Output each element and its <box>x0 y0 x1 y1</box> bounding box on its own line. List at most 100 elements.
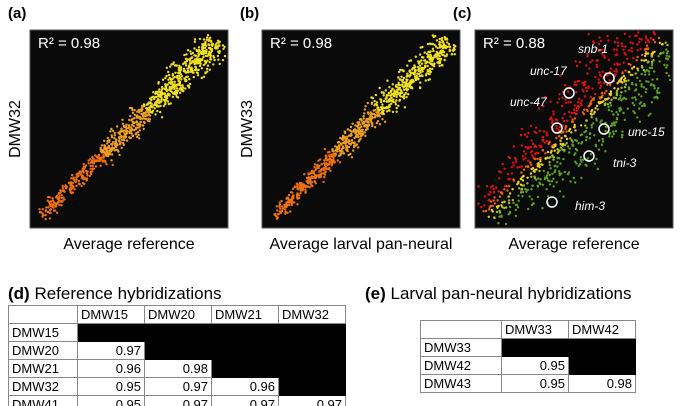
dot <box>191 51 195 55</box>
dot <box>135 135 139 139</box>
dot <box>137 108 140 112</box>
dot <box>206 70 209 73</box>
dot <box>607 39 610 42</box>
dot <box>292 194 295 197</box>
gene-marker <box>583 150 595 162</box>
dot <box>395 95 398 99</box>
dot <box>580 141 584 144</box>
dot <box>649 37 653 40</box>
dot <box>555 181 558 184</box>
dot <box>118 142 122 145</box>
dot <box>167 78 170 81</box>
dot <box>579 134 582 137</box>
dot <box>184 57 188 60</box>
dot <box>149 97 152 100</box>
dot <box>635 59 638 62</box>
dot <box>405 85 408 88</box>
dot <box>206 59 209 62</box>
dot <box>328 154 331 158</box>
dot <box>212 55 215 58</box>
dot <box>632 110 635 113</box>
dot <box>447 42 451 46</box>
dot <box>328 166 331 170</box>
dot <box>140 117 144 120</box>
blank-cell <box>278 341 346 360</box>
dot <box>180 75 184 78</box>
dot <box>310 169 314 173</box>
dot <box>57 192 60 196</box>
dot <box>588 67 591 70</box>
dot <box>420 56 424 59</box>
dot <box>145 107 148 110</box>
dot <box>371 113 374 116</box>
dot <box>426 64 429 68</box>
dot <box>398 87 401 91</box>
dot <box>636 116 639 119</box>
dot <box>119 130 122 133</box>
dot <box>326 151 330 154</box>
dot <box>501 162 504 166</box>
dot <box>210 49 214 53</box>
dot <box>524 188 527 191</box>
dot <box>340 137 344 141</box>
dot <box>589 132 592 135</box>
dot <box>585 89 588 93</box>
dot <box>367 123 371 127</box>
dot <box>574 181 577 184</box>
dot <box>492 199 495 202</box>
dot <box>138 111 141 114</box>
dot <box>323 159 326 162</box>
dot <box>601 52 604 56</box>
dot <box>217 58 220 61</box>
dot <box>135 116 138 120</box>
dot <box>306 185 310 188</box>
dot <box>185 53 188 56</box>
dot <box>409 74 412 77</box>
dot <box>639 47 642 51</box>
dot <box>619 78 622 81</box>
dot <box>594 92 597 96</box>
dot <box>167 73 171 77</box>
dot <box>349 152 352 156</box>
dot <box>402 76 406 80</box>
dot <box>609 92 613 95</box>
dot <box>621 45 624 48</box>
dot <box>287 203 291 207</box>
dot <box>429 70 432 74</box>
dot <box>125 131 129 135</box>
dot <box>529 172 533 175</box>
dot <box>591 108 594 112</box>
dot <box>535 151 538 154</box>
dot <box>169 65 172 68</box>
dot <box>567 101 570 104</box>
dot <box>82 165 86 169</box>
gene-label: unc-47 <box>510 95 548 109</box>
dot <box>640 38 643 41</box>
dot <box>572 176 575 180</box>
dot <box>196 71 199 75</box>
dot <box>378 115 381 118</box>
dot <box>519 183 523 186</box>
dot <box>586 157 589 160</box>
dot <box>195 60 198 63</box>
dot <box>595 104 599 108</box>
dot <box>168 87 171 90</box>
dot <box>156 109 159 113</box>
dot <box>642 69 646 72</box>
dot <box>615 70 618 73</box>
blank-cell <box>568 338 636 357</box>
dot <box>295 185 298 188</box>
dot <box>90 159 94 162</box>
dot <box>570 111 574 115</box>
dot <box>559 142 562 146</box>
dot <box>395 93 398 97</box>
dot <box>130 123 134 127</box>
dot <box>155 104 159 107</box>
dot <box>175 92 179 95</box>
dot <box>366 111 370 114</box>
dot <box>296 183 300 186</box>
dot <box>127 127 130 130</box>
dot <box>409 71 412 74</box>
dot <box>508 205 512 209</box>
dot <box>378 123 382 126</box>
